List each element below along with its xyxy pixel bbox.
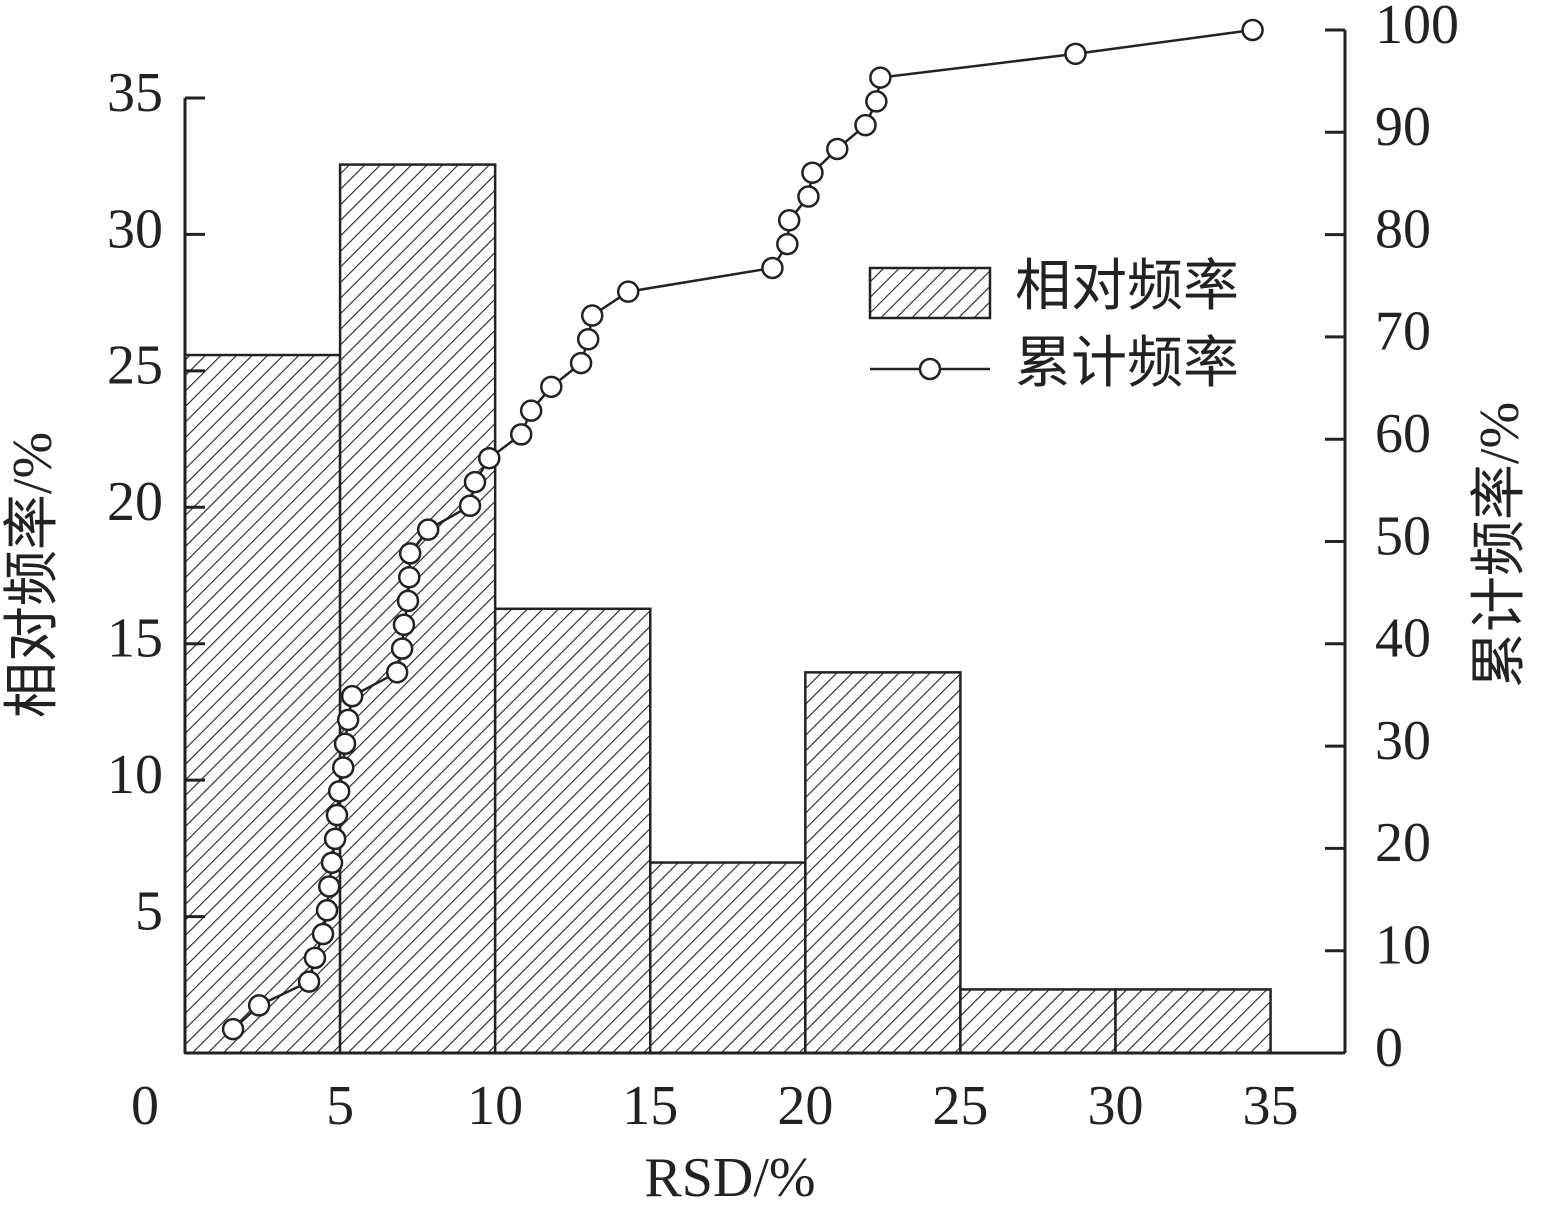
legend-marker	[918, 357, 942, 381]
cumulative-point	[325, 803, 349, 827]
y-tick-label: 25	[107, 335, 163, 397]
cumulative-point	[776, 232, 799, 256]
x-tick-label: 0	[131, 1075, 159, 1137]
histogram-bar	[804, 671, 962, 1055]
cumulative-point	[247, 994, 271, 1017]
cumulative-point	[396, 589, 420, 613]
x-tick-label: 30	[1087, 1075, 1143, 1137]
histogram-bar	[493, 607, 652, 1055]
legend-swatch	[868, 266, 992, 320]
cumulative-point	[616, 280, 640, 303]
y-tick-label: 15	[107, 608, 163, 670]
cumulative-point	[509, 423, 533, 446]
cumulative-point	[869, 66, 892, 89]
legend-label: 累计频率	[1015, 333, 1239, 395]
y2-tick-label: 30	[1375, 710, 1431, 772]
y2-tick-label: 80	[1375, 198, 1431, 260]
cumulative-point	[317, 875, 341, 898]
y-tick-label: 10	[107, 744, 163, 806]
x-tick-label: 10	[467, 1075, 523, 1137]
cumulative-point	[801, 161, 824, 184]
y2-axis-label: 累计频率/%	[1469, 402, 1531, 688]
cumulative-point	[580, 304, 604, 327]
histogram-bar	[959, 988, 1117, 1055]
cumulative-point	[478, 446, 501, 470]
y2-tick-label: 100	[1375, 0, 1459, 56]
cumulative-point	[576, 328, 600, 351]
y-tick-label: 30	[107, 198, 163, 260]
y2-tick-label: 10	[1375, 915, 1431, 977]
cumulative-point	[540, 375, 563, 399]
cumulative-point	[797, 185, 820, 208]
cumulative-point	[463, 470, 487, 494]
y-tick-label: 5	[135, 880, 163, 942]
cumulative-point	[397, 565, 421, 589]
cumulative-point	[398, 542, 422, 565]
x-tick-label: 5	[326, 1075, 354, 1137]
x-tick-label: 15	[622, 1075, 678, 1137]
cumulative-point	[390, 637, 414, 660]
cumulative-point	[777, 209, 801, 232]
cumulative-point	[323, 827, 347, 851]
cumulative-point	[416, 518, 440, 541]
cumulative-point	[1064, 42, 1087, 66]
y2-tick-label: 60	[1375, 403, 1431, 465]
cumulative-point	[297, 970, 321, 993]
cumulative-point	[458, 494, 482, 518]
y-axis-label: 相对频率/%	[2, 432, 64, 718]
cumulative-point	[385, 661, 409, 684]
histogram-bar	[338, 163, 497, 1055]
cumulative-point	[315, 899, 339, 922]
cumulative-point	[392, 613, 416, 637]
x-tick-label: 25	[932, 1075, 988, 1137]
cumulative-point	[340, 684, 364, 708]
cumulative-point	[761, 256, 784, 280]
cumulative-point	[854, 113, 877, 137]
x-axis-label: RSD/%	[644, 1147, 815, 1209]
cumulative-point	[303, 946, 327, 970]
cumulative-point	[331, 756, 355, 779]
cumulative-point	[333, 732, 357, 755]
y-tick-label: 20	[107, 471, 163, 533]
y-tick-label: 35	[107, 62, 163, 124]
y2-tick-label: 70	[1375, 301, 1431, 363]
cumulative-point	[569, 351, 593, 375]
cumulative-point	[311, 922, 335, 946]
histogram-bar	[1114, 988, 1272, 1055]
y2-tick-label: 0	[1375, 1017, 1403, 1079]
cumulative-point	[1241, 18, 1264, 42]
cumulative-point	[221, 1017, 245, 1041]
y2-tick-label: 40	[1375, 608, 1431, 670]
y2-tick-label: 90	[1375, 96, 1431, 158]
cumulative-point	[865, 90, 888, 113]
x-tick-label: 20	[777, 1075, 833, 1137]
cumulative-point	[826, 137, 849, 161]
histogram-bar	[648, 861, 807, 1055]
x-tick-label: 35	[1243, 1075, 1299, 1137]
cumulative-point	[519, 399, 543, 422]
legend-label: 相对频率	[1015, 256, 1239, 318]
y2-tick-label: 20	[1375, 812, 1431, 874]
cumulative-point	[336, 708, 360, 732]
y2-tick-label: 50	[1375, 505, 1431, 567]
cumulative-point	[327, 780, 351, 803]
cumulative-point	[320, 851, 344, 874]
